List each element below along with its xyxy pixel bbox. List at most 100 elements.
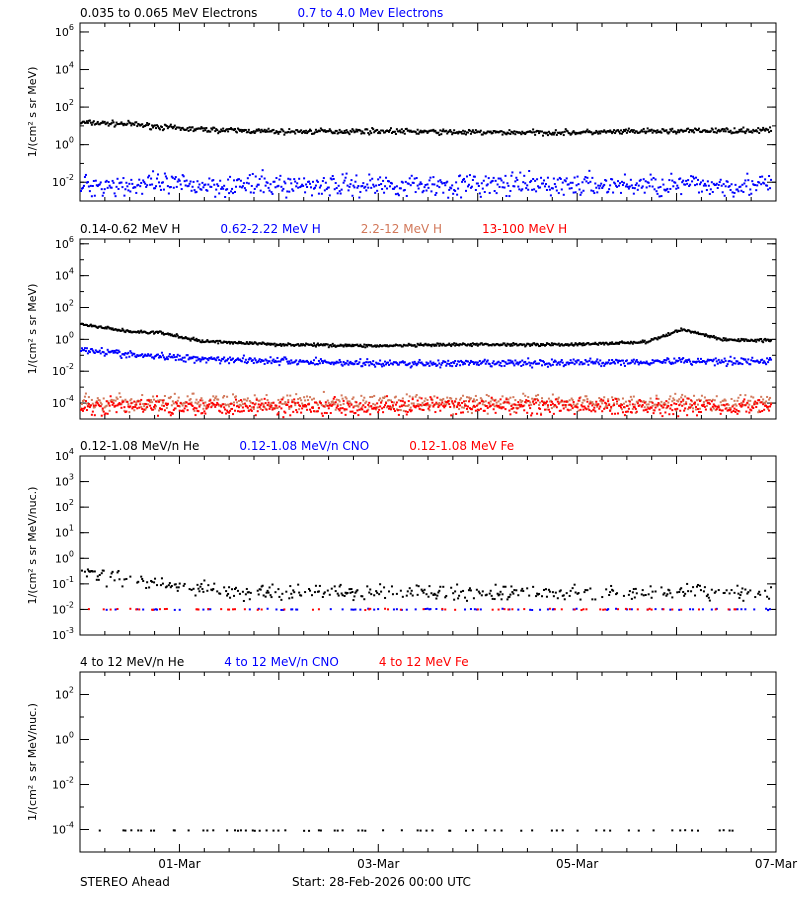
data-point <box>404 180 407 183</box>
data-point <box>165 585 168 588</box>
data-point <box>708 192 711 195</box>
data-point <box>172 186 175 189</box>
data-point <box>663 592 666 595</box>
data-point <box>718 181 721 184</box>
data-point <box>599 184 602 187</box>
data-point <box>660 404 663 407</box>
data-point <box>174 359 177 362</box>
data-point <box>683 409 686 412</box>
data-point <box>190 401 193 404</box>
data-point <box>465 407 468 410</box>
y-tick-exponent: 3 <box>69 473 74 482</box>
data-point <box>248 598 251 601</box>
data-point <box>537 185 540 188</box>
data-point <box>427 403 430 406</box>
data-point <box>699 357 702 360</box>
data-point <box>355 174 358 177</box>
data-point <box>209 130 212 133</box>
data-point <box>544 401 547 404</box>
data-point <box>707 596 710 599</box>
data-point <box>627 187 630 190</box>
data-point <box>425 189 428 192</box>
data-point <box>263 397 266 400</box>
data-point <box>391 404 394 407</box>
data-point <box>499 590 502 593</box>
data-point <box>701 179 704 182</box>
data-point <box>534 133 537 136</box>
data-point <box>686 182 689 185</box>
data-point <box>500 130 503 133</box>
data-point <box>668 398 671 401</box>
data-point <box>233 361 236 364</box>
data-point <box>711 360 714 363</box>
data-point <box>764 129 767 132</box>
data-point <box>453 362 456 365</box>
data-point <box>151 580 154 583</box>
data-point <box>449 405 452 408</box>
data-point <box>488 592 491 595</box>
data-point <box>140 329 143 332</box>
data-point <box>636 361 639 364</box>
data-point <box>168 332 171 335</box>
data-point <box>434 411 437 414</box>
data-point <box>424 397 427 400</box>
data-point <box>651 131 654 134</box>
data-point <box>480 398 483 401</box>
y-tick-label: 10-1 <box>52 575 74 591</box>
data-point <box>152 170 155 173</box>
data-point <box>319 402 322 405</box>
data-point <box>655 131 658 134</box>
data-point <box>308 587 311 590</box>
data-point <box>252 362 255 365</box>
data-point <box>429 360 432 363</box>
data-point <box>697 191 700 194</box>
data-point <box>442 128 445 131</box>
data-point <box>744 394 747 397</box>
data-point <box>645 408 648 411</box>
data-point <box>648 407 651 410</box>
data-point <box>204 357 207 360</box>
data-point <box>550 358 553 361</box>
data-point <box>713 591 716 594</box>
data-point <box>339 407 342 410</box>
data-point <box>600 365 603 368</box>
data-point <box>513 589 516 592</box>
data-point <box>388 405 391 408</box>
data-point <box>512 132 515 135</box>
data-point <box>529 344 532 347</box>
data-point <box>770 401 773 404</box>
data-point <box>105 400 108 403</box>
data-point <box>489 589 492 592</box>
data-point <box>608 130 611 133</box>
data-point <box>465 133 468 136</box>
data-point <box>331 175 334 178</box>
data-point <box>111 403 114 406</box>
data-point <box>717 128 720 131</box>
data-point <box>681 129 684 132</box>
y-tick-base: 10 <box>55 450 69 463</box>
data-point <box>630 129 633 132</box>
data-point <box>506 598 509 601</box>
data-point <box>447 400 450 403</box>
data-point <box>495 401 498 404</box>
y-tick-exponent: -2 <box>66 173 74 182</box>
data-point <box>750 359 753 362</box>
data-point <box>351 410 354 413</box>
data-point <box>335 398 338 401</box>
data-point <box>322 592 325 595</box>
data-point <box>525 399 528 402</box>
data-point <box>205 407 208 410</box>
data-point <box>626 410 629 413</box>
data-point <box>656 405 659 408</box>
data-point <box>226 188 229 191</box>
data-point <box>359 343 362 346</box>
data-point <box>368 133 371 136</box>
data-point <box>356 409 359 412</box>
data-point <box>371 363 374 366</box>
data-point <box>213 399 216 402</box>
data-point <box>679 588 682 591</box>
data-point <box>311 406 314 409</box>
data-point <box>198 405 201 408</box>
data-point <box>137 183 140 186</box>
data-point <box>171 127 174 130</box>
